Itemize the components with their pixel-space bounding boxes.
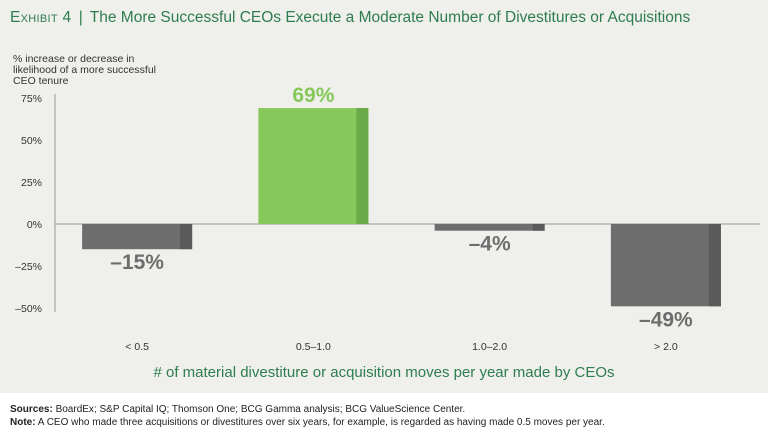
x-tick-label: 0.5–1.0 bbox=[296, 341, 331, 353]
chart-title: Exhibit 4 | The More Successful CEOs Exe… bbox=[10, 9, 690, 27]
bar-shade bbox=[356, 108, 369, 224]
title-separator: | bbox=[78, 9, 83, 26]
bar bbox=[610, 224, 721, 307]
sources-text: BoardEx; S&P Capital IQ; Thomson One; BC… bbox=[55, 404, 466, 415]
bar-shade bbox=[708, 224, 721, 307]
x-tick-label: < 0.5 bbox=[125, 341, 149, 353]
sources-line: Sources: BoardEx; S&P Capital IQ; Thomso… bbox=[0, 393, 768, 416]
exhibit-label: Exhibit 4 bbox=[10, 9, 72, 26]
y-tick-label: 0% bbox=[27, 219, 42, 231]
data-label: –4% bbox=[469, 233, 511, 256]
x-axis-title: # of material divestiture or acquisition… bbox=[153, 364, 614, 381]
y-tick-label: –50% bbox=[15, 303, 42, 315]
footer: Sources: BoardEx; S&P Capital IQ; Thomso… bbox=[0, 393, 768, 441]
bar bbox=[434, 224, 545, 231]
data-label: 69% bbox=[292, 84, 334, 107]
data-label: –15% bbox=[110, 251, 164, 274]
note-text: A CEO who made three acquisitions or div… bbox=[37, 417, 605, 428]
y-tick-label: 75% bbox=[21, 93, 42, 105]
bar-shade bbox=[532, 224, 545, 231]
y-axis-label: % increase or decrease in likelihood of … bbox=[13, 53, 156, 87]
y-tick-label: –25% bbox=[15, 261, 42, 273]
bar bbox=[258, 108, 369, 224]
data-label: –49% bbox=[639, 308, 693, 331]
note-line: Note: A CEO who made three acquisitions … bbox=[0, 416, 768, 429]
y-tick-label: 25% bbox=[21, 177, 42, 189]
title-text: The More Successful CEOs Execute a Moder… bbox=[89, 9, 691, 26]
bar-shade bbox=[180, 224, 193, 250]
note-label: Note: bbox=[10, 417, 36, 428]
bar-chart: 75% 50% 25% 0% –25% –50% –15% < 0.5 69% 0.5–1.0 –4… bbox=[15, 84, 760, 381]
x-tick-label: > 2.0 bbox=[654, 341, 678, 353]
x-tick-label: 1.0–2.0 bbox=[472, 341, 507, 353]
bar bbox=[82, 224, 193, 250]
y-tick-label: 50% bbox=[21, 135, 42, 147]
sources-label: Sources: bbox=[10, 404, 53, 415]
